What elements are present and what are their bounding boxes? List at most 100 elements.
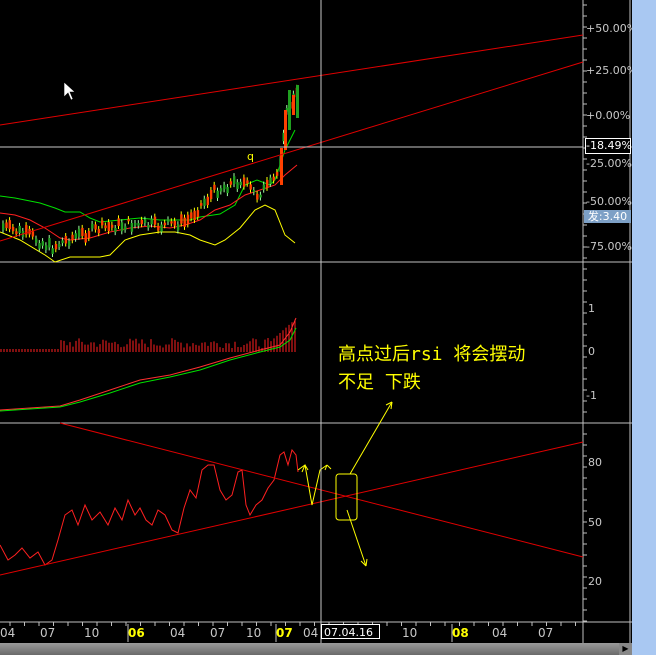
candle-body: [226, 186, 229, 194]
candle-body: [110, 224, 114, 228]
time-axis-month-label: 10: [402, 626, 418, 640]
time-axis-year-label: 07: [276, 626, 293, 640]
candle-body: [68, 241, 71, 246]
candle-body: [186, 214, 190, 225]
candle-body: [101, 220, 104, 226]
candle-body: [107, 222, 110, 232]
stock-chart[interactable]: q: [0, 0, 632, 643]
candle-body: [229, 181, 233, 185]
rsi-tick: 20: [588, 575, 602, 588]
candle-body: [94, 224, 97, 230]
price-tick: -50.00%: [586, 195, 632, 208]
macd-tick: 0: [588, 345, 595, 358]
rsi-line: [0, 448, 299, 566]
candle-body: [41, 241, 44, 246]
price-tick: -25.00%: [586, 157, 632, 170]
price-tick: +50.00%: [586, 22, 638, 35]
candle-body: [296, 85, 299, 118]
candle-body: [140, 219, 143, 225]
price-tick: -75.00%: [586, 240, 632, 253]
candle-body: [150, 218, 153, 225]
candle-body: [87, 230, 91, 239]
macd-histogram: [0, 319, 296, 352]
candle-body: [130, 222, 134, 232]
rsi-trendline-support[interactable]: [0, 441, 584, 576]
candle-body: [246, 180, 249, 184]
annotation-line-1: 高点过后rsi 将会摆动: [338, 344, 526, 365]
candle-body: [44, 245, 48, 251]
price-tick: +0.00%: [586, 109, 631, 122]
cursor-date-label: 07.04.16 一: [321, 624, 380, 654]
fa-value-badge: 发:3.40: [584, 210, 631, 223]
candle-body: [275, 171, 279, 176]
time-axis-month-label: 04: [492, 626, 508, 640]
candle-body: [160, 224, 163, 232]
price-trendline-upper[interactable]: [0, 34, 584, 126]
candle-body: [233, 176, 236, 185]
candle-body: [209, 190, 213, 200]
candle-body: [272, 176, 275, 181]
bollinger-upper: [0, 129, 296, 223]
candle-body: [120, 222, 124, 232]
candle-body: [35, 238, 38, 243]
time-axis-month-label: 04: [303, 626, 319, 640]
candle-body: [5, 222, 8, 228]
candle-body: [223, 184, 226, 190]
candle-body: [285, 108, 289, 112]
candle-body: [71, 234, 74, 241]
candlesticks: [2, 84, 299, 257]
candle-body: [8, 220, 11, 230]
rsi-annotation-arrows: [297, 401, 393, 567]
macd-dea-line: [0, 327, 297, 412]
candle-body: [61, 240, 64, 244]
candle-body: [183, 217, 186, 227]
candle-body: [176, 224, 180, 231]
candle-body: [200, 203, 203, 206]
candle-body: [196, 210, 200, 218]
candle-body: [269, 177, 272, 184]
candle-body: [153, 216, 157, 225]
time-axis-month-label: 07: [210, 626, 226, 640]
side-panel: [632, 0, 656, 655]
candle-body: [54, 244, 58, 250]
axis-ticks: [9, 4, 587, 626]
candle-body: [190, 212, 193, 219]
candle-body: [203, 198, 206, 206]
bollinger-lower: [0, 204, 296, 263]
candle-body: [249, 184, 252, 190]
candle-body: [213, 184, 216, 190]
candle-body: [259, 194, 262, 198]
candle-body: [124, 226, 127, 230]
mouse-cursor-icon: [63, 81, 76, 101]
rsi-tick: 80: [588, 456, 602, 469]
candle-body: [216, 190, 219, 198]
candle-body: [242, 177, 246, 187]
annotation-line-2: 不足 下跌: [338, 372, 421, 393]
time-axis-month-label: 07: [40, 626, 56, 640]
candle-body: [280, 148, 283, 185]
time-axis-year-label: 06: [128, 626, 145, 640]
candle-body: [292, 95, 295, 115]
candle-body: [147, 225, 150, 228]
price-trendline-lower[interactable]: [0, 61, 584, 242]
candle-body: [193, 210, 196, 221]
horizontal-scrollbar[interactable]: [0, 643, 632, 655]
candle-body: [219, 188, 223, 192]
time-axis-month-label: 04: [0, 626, 16, 640]
rsi-tick: 50: [588, 516, 602, 529]
time-axis-month-label: 10: [246, 626, 262, 640]
candle-body: [170, 221, 173, 224]
candle-body: [288, 90, 291, 130]
candle-body: [104, 225, 107, 229]
macd-tick: -1: [586, 389, 597, 402]
candle-body: [48, 238, 51, 248]
candle-body: [97, 229, 101, 234]
scroll-right-button[interactable]: ▶: [619, 643, 632, 655]
candle-body: [236, 182, 239, 189]
time-axis-month-label: 10: [84, 626, 100, 640]
candle-body: [163, 222, 167, 226]
time-axis-month-label: 04: [170, 626, 186, 640]
candle-body: [282, 132, 285, 142]
current-value-badge: -18.49%: [585, 138, 632, 154]
candle-body: [173, 220, 176, 226]
